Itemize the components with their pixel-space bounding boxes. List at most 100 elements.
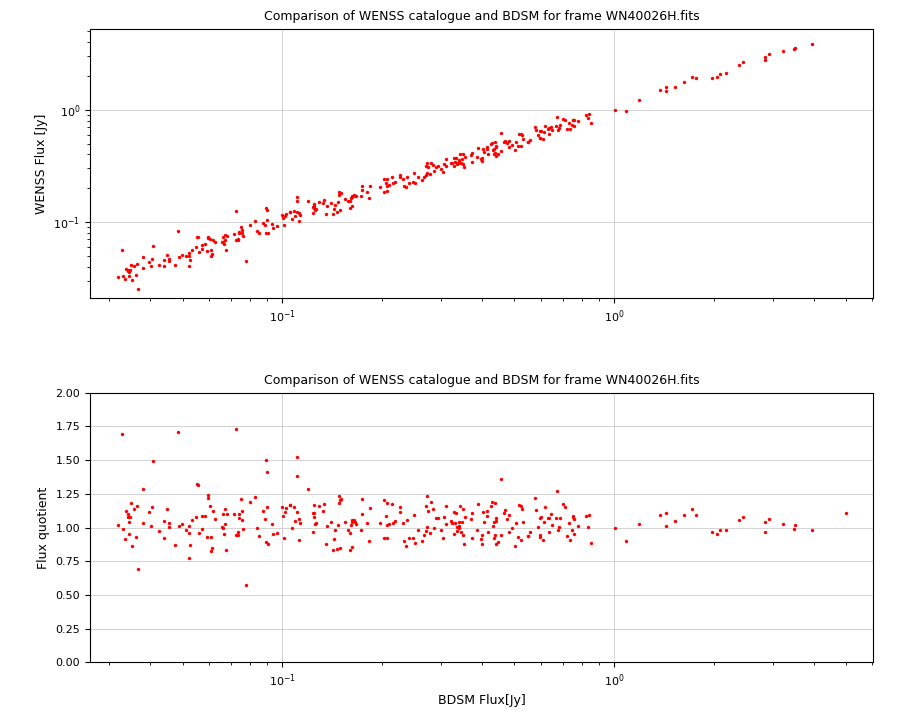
Point xyxy=(659,86,673,97)
Point xyxy=(119,264,133,275)
Point xyxy=(170,225,184,237)
Point xyxy=(452,155,466,166)
Point xyxy=(508,518,523,529)
Point xyxy=(516,133,530,145)
Point xyxy=(498,507,512,518)
Point xyxy=(550,524,564,536)
Point xyxy=(216,508,230,520)
Point xyxy=(456,529,471,541)
Point xyxy=(305,526,320,537)
Point xyxy=(431,513,446,524)
Point xyxy=(261,228,275,239)
Point xyxy=(417,171,431,182)
Point xyxy=(494,127,508,139)
Point xyxy=(111,520,125,531)
Point xyxy=(439,153,454,165)
Point xyxy=(377,533,392,544)
Point xyxy=(182,520,196,531)
Point xyxy=(533,132,547,144)
Point xyxy=(758,516,772,528)
Point xyxy=(178,250,193,261)
Point xyxy=(184,244,199,256)
Point xyxy=(243,219,257,230)
Point xyxy=(122,528,137,540)
Point xyxy=(230,233,245,245)
Point xyxy=(175,249,189,261)
Point xyxy=(362,192,376,203)
Point xyxy=(170,426,184,438)
Point xyxy=(542,127,556,139)
Point xyxy=(514,140,528,152)
Point xyxy=(533,125,547,137)
Point xyxy=(709,71,724,83)
Point xyxy=(152,259,166,271)
Point xyxy=(562,518,577,529)
Point xyxy=(146,456,160,467)
Point xyxy=(456,161,471,173)
Point xyxy=(194,510,209,522)
Point xyxy=(346,200,360,212)
Point xyxy=(354,191,368,202)
Point xyxy=(544,508,558,520)
Point xyxy=(315,197,329,209)
Point xyxy=(121,508,135,520)
Point xyxy=(484,138,499,150)
Point xyxy=(129,269,143,281)
Point xyxy=(362,535,376,546)
Point xyxy=(388,515,402,526)
Point xyxy=(511,531,526,543)
Point xyxy=(562,534,577,546)
Point xyxy=(208,513,222,525)
Point xyxy=(486,532,500,544)
Point xyxy=(487,143,501,154)
Point xyxy=(379,520,393,531)
Point xyxy=(332,189,347,200)
Point xyxy=(528,121,543,132)
Point xyxy=(235,228,249,239)
Point xyxy=(162,253,176,264)
Point xyxy=(229,235,243,246)
Point xyxy=(567,114,581,126)
Point xyxy=(136,262,150,274)
Point xyxy=(257,513,272,524)
Point xyxy=(677,510,691,521)
Point xyxy=(203,233,218,245)
Point xyxy=(426,159,440,171)
Point xyxy=(581,109,596,120)
Point xyxy=(560,531,574,542)
Point xyxy=(301,484,315,495)
Point xyxy=(400,514,414,526)
Point xyxy=(333,204,347,216)
Point xyxy=(190,478,204,490)
Point xyxy=(355,493,369,505)
Point xyxy=(487,517,501,528)
Point xyxy=(709,528,724,539)
Point xyxy=(406,509,420,521)
Point xyxy=(284,213,299,225)
Point xyxy=(542,526,556,538)
Point xyxy=(488,147,502,158)
Point xyxy=(488,529,502,541)
Point xyxy=(489,539,503,550)
Point xyxy=(417,529,431,541)
Point xyxy=(136,251,150,263)
Point xyxy=(284,500,298,511)
Point xyxy=(312,500,327,511)
Point xyxy=(579,510,593,521)
Point xyxy=(419,167,434,179)
Point xyxy=(677,76,691,88)
Point xyxy=(552,521,566,533)
Point xyxy=(333,188,347,199)
Point xyxy=(470,151,484,163)
Point xyxy=(608,523,622,534)
Point xyxy=(542,122,556,134)
Point xyxy=(480,510,494,521)
Point xyxy=(544,520,559,531)
Point xyxy=(332,186,347,198)
Point xyxy=(354,524,368,536)
Point xyxy=(219,544,233,556)
Point xyxy=(516,517,530,528)
Point xyxy=(363,503,377,514)
Point xyxy=(342,544,356,556)
Point xyxy=(184,514,199,526)
